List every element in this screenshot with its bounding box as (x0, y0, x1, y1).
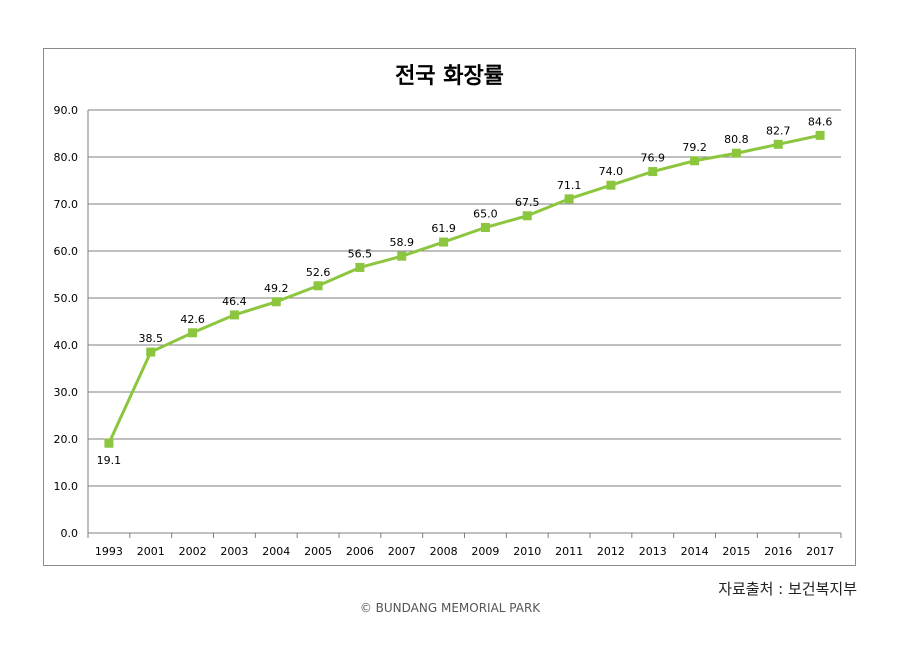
x-tick-label: 2005 (304, 545, 332, 558)
data-label: 80.8 (724, 133, 749, 146)
y-tick-label: 60.0 (54, 245, 79, 258)
data-point (731, 148, 741, 158)
x-tick-label: 2010 (513, 545, 541, 558)
data-point (815, 130, 825, 140)
data-point (522, 211, 532, 221)
chart-frame (43, 48, 856, 566)
data-point (480, 223, 490, 232)
y-tick-label: 80.0 (54, 151, 79, 164)
data-point (773, 139, 783, 149)
x-tick-label: 2003 (220, 545, 248, 558)
data-point (606, 180, 616, 190)
y-tick-label: 10.0 (54, 480, 79, 493)
x-tick-label: 2016 (764, 545, 792, 558)
data-label: 46.4 (222, 295, 247, 308)
x-tick-label: 2009 (471, 545, 499, 558)
x-tick-label: 2014 (681, 545, 709, 558)
data-point (564, 194, 574, 204)
data-label: 42.6 (180, 313, 205, 326)
data-label: 67.5 (515, 196, 540, 209)
data-label: 65.0 (473, 208, 498, 221)
y-tick-label: 70.0 (54, 198, 79, 211)
data-label: 79.2 (682, 141, 707, 154)
copyright-text: © BUNDANG MEMORIAL PARK (359, 601, 541, 615)
chart-title: 전국 화장률 (395, 64, 504, 89)
data-point (188, 328, 198, 338)
x-tick-label: 2012 (597, 545, 625, 558)
y-tick-label: 40.0 (54, 339, 79, 352)
y-tick-label: 90.0 (54, 104, 79, 117)
x-tick-label: 2011 (555, 545, 583, 558)
data-label: 56.5 (348, 247, 373, 260)
x-tick-label: 2008 (430, 545, 458, 558)
data-label: 61.9 (431, 222, 456, 235)
x-tick-label: 2015 (722, 545, 750, 558)
data-point (104, 438, 114, 448)
data-point (313, 281, 323, 291)
data-point (648, 167, 658, 177)
x-tick-label: 2001 (137, 545, 165, 558)
x-tick-label: 2007 (388, 545, 416, 558)
y-tick-label: 30.0 (54, 386, 79, 399)
x-tick-label: 2004 (262, 545, 290, 558)
data-point (439, 237, 449, 247)
data-point (690, 156, 700, 166)
data-point (271, 297, 281, 307)
data-label: 84.6 (808, 115, 833, 128)
data-label: 38.5 (139, 332, 164, 345)
data-label: 74.0 (599, 165, 624, 178)
data-label: 71.1 (557, 179, 582, 192)
data-label: 19.1 (97, 454, 122, 467)
x-tick-label: 2017 (806, 545, 834, 558)
data-point (397, 251, 407, 261)
source-note: 자료출처 : 보건복지부 (718, 580, 857, 598)
x-tick-label: 2006 (346, 545, 374, 558)
data-label: 82.7 (766, 124, 791, 137)
data-point (146, 347, 156, 357)
x-tick-label: 2013 (639, 545, 667, 558)
series-line (107, 133, 821, 444)
y-tick-label: 0.0 (61, 527, 79, 540)
data-label: 52.6 (306, 266, 331, 279)
y-tick-label: 20.0 (54, 433, 79, 446)
y-tick-label: 50.0 (54, 292, 79, 305)
x-tick-label: 1993 (95, 545, 123, 558)
x-tick-label: 2002 (179, 545, 207, 558)
data-label: 76.9 (641, 152, 666, 165)
data-point (229, 310, 239, 320)
data-point (355, 262, 365, 272)
data-label: 49.2 (264, 282, 289, 295)
data-label: 58.9 (390, 236, 415, 249)
